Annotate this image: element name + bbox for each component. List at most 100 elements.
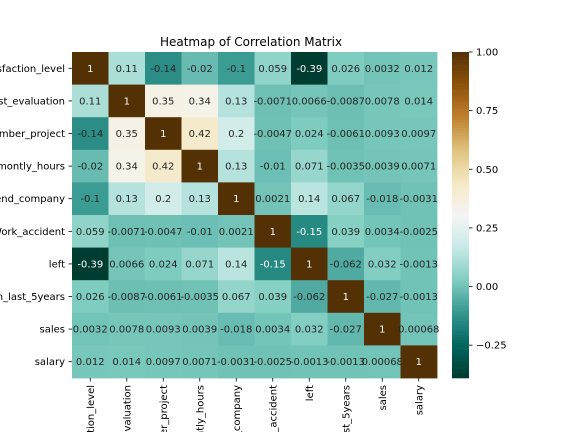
cell-value-label: 0.11 xyxy=(79,96,101,107)
cell-value-label: 1 xyxy=(233,194,239,205)
cell-value-label: 0.0032 xyxy=(73,325,108,336)
colorbar-segment xyxy=(452,263,469,267)
heatmap-cell xyxy=(145,84,182,118)
colorbar-segment xyxy=(452,144,469,148)
heatmap-cell xyxy=(181,215,219,248)
cell-value-label: -0.062 xyxy=(293,292,325,303)
heatmap-cell xyxy=(400,345,438,379)
cell-value-label: 0.0097 xyxy=(146,357,181,368)
cell-value-label: 1 xyxy=(270,227,276,238)
heatmap-cell xyxy=(72,52,109,85)
colorbar-segment xyxy=(452,372,469,376)
colorbar-segment xyxy=(452,117,469,121)
heatmap-cell xyxy=(291,215,328,248)
colorbar-segment xyxy=(452,155,469,159)
colorbar-segment xyxy=(452,261,469,265)
colorbar-segment xyxy=(452,152,469,156)
cell-value-label: 0.067 xyxy=(222,292,251,303)
cell-value-label: 0.00068 xyxy=(398,325,439,336)
colorbar-segment xyxy=(452,326,469,330)
heatmap-cell xyxy=(181,345,219,379)
cell-value-label: -0.39 xyxy=(296,64,322,75)
heatmap-cell xyxy=(254,345,292,379)
cell-value-label: 0.13 xyxy=(225,96,247,107)
x-tick-label: salary xyxy=(414,385,425,415)
colorbar-segment xyxy=(452,345,469,349)
cell-value-label: 0.0093 xyxy=(146,325,181,336)
heatmap-cell xyxy=(145,182,182,216)
cell-value-label: -0.1 xyxy=(226,64,246,75)
heatmap-cell xyxy=(400,182,438,216)
cell-value-label: 0.13 xyxy=(116,194,138,205)
colorbar-segment xyxy=(452,128,469,132)
colorbar-segment xyxy=(452,234,469,238)
cell-value-label: 0.0034 xyxy=(365,227,400,238)
colorbar-segment xyxy=(452,138,469,142)
cell-value-label: 1 xyxy=(160,129,166,140)
colorbar-segment xyxy=(452,337,469,341)
cell-value-label: -0.0013 xyxy=(399,259,438,270)
colorbar-segment xyxy=(452,315,469,319)
cell-value-label: -0.062 xyxy=(330,259,362,270)
heatmap-cell xyxy=(291,149,328,183)
heatmap-cell xyxy=(218,215,255,248)
heatmap-cell xyxy=(291,84,328,118)
heatmap-cell xyxy=(400,215,438,248)
colorbar-segment xyxy=(452,52,469,56)
cell-value-label: -0.15 xyxy=(296,227,322,238)
heatmap-cell xyxy=(108,149,146,183)
heatmap-cell xyxy=(400,247,438,281)
cell-value-label: 0.13 xyxy=(225,162,247,173)
colorbar-segment xyxy=(452,320,469,324)
cell-value-label: 1 xyxy=(197,162,203,173)
colorbar-segment xyxy=(452,84,469,88)
colorbar-segment xyxy=(452,307,469,311)
heatmap-cell xyxy=(145,312,182,346)
colorbar-segment xyxy=(452,253,469,257)
cell-value-label: 0.13 xyxy=(189,194,211,205)
heatmap-cell xyxy=(291,312,328,346)
heatmap-cell xyxy=(108,117,146,151)
heatmap-cell xyxy=(218,149,255,183)
cell-value-label: 0.0093 xyxy=(365,129,400,140)
colorbar-segment xyxy=(452,280,469,284)
colorbar-segment xyxy=(452,247,469,251)
cell-value-label: -0.1 xyxy=(80,194,100,205)
heatmap-cell xyxy=(181,312,219,346)
heatmap-cell xyxy=(108,345,146,379)
colorbar-segment xyxy=(452,223,469,227)
cell-value-label: -0.0025 xyxy=(253,357,292,368)
x-tick-label: time_spend_company xyxy=(232,385,243,432)
cell-value-label: 0.067 xyxy=(331,194,360,205)
colorbar-segment xyxy=(452,250,469,254)
colorbar-segment xyxy=(452,100,469,104)
heatmap-cell xyxy=(145,280,182,314)
y-tick-label: left xyxy=(49,259,65,270)
colorbar-segment xyxy=(452,122,469,126)
heatmap-cell xyxy=(72,345,109,379)
cell-value-label: 0.024 xyxy=(149,259,178,270)
heatmap-cell xyxy=(72,149,109,183)
cell-value-label: -0.018 xyxy=(220,325,252,336)
cell-value-label: -0.0013 xyxy=(290,357,329,368)
heatmap-cell xyxy=(72,280,109,314)
colorbar-segment xyxy=(452,166,469,170)
colorbar-segment xyxy=(452,190,469,194)
heatmap-cell xyxy=(327,345,365,379)
heatmap-cell xyxy=(291,247,328,281)
heatmap-cell xyxy=(72,247,109,281)
cell-value-label: 0.11 xyxy=(116,64,138,75)
heatmap-cell xyxy=(400,149,438,183)
colorbar-segment xyxy=(452,160,469,164)
x-tick-label: average_montly_hours xyxy=(195,385,206,432)
heatmap-cell xyxy=(145,149,182,183)
heatmap-cell xyxy=(108,312,146,346)
colorbar-segment xyxy=(452,204,469,208)
heatmap-cell xyxy=(400,117,438,151)
colorbar-segment xyxy=(452,375,469,379)
heatmap-cell xyxy=(108,215,146,248)
colorbar-tick-label: −0.25 xyxy=(476,341,507,352)
cell-value-label: -0.018 xyxy=(366,194,398,205)
